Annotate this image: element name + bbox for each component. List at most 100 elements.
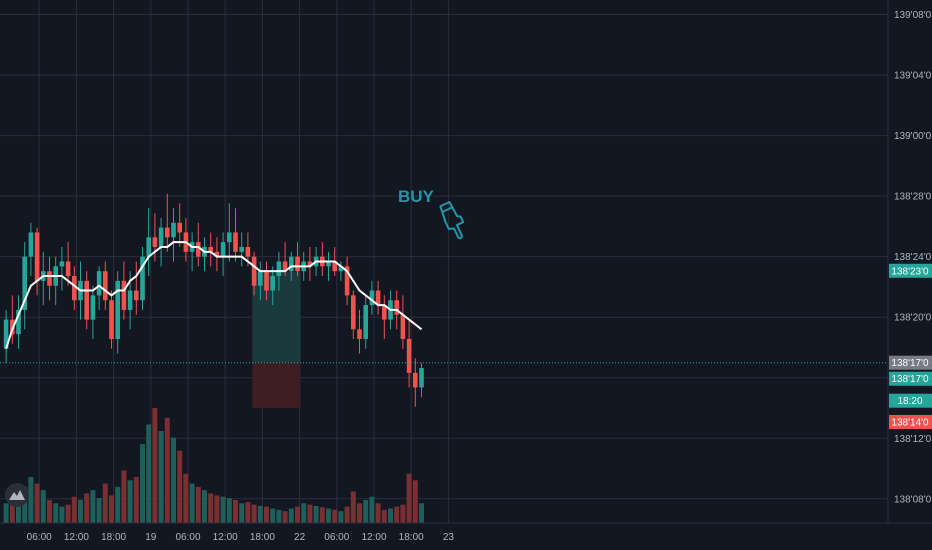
- candle-body: [344, 266, 350, 296]
- current-price-tag-text: 138'17'0: [891, 358, 929, 369]
- volume-bar: [369, 496, 375, 523]
- price-tick-label: 138'12'0: [894, 434, 932, 445]
- candle-body: [103, 271, 108, 301]
- volume-bar: [102, 483, 108, 523]
- candle-body: [419, 368, 424, 388]
- candle: [96, 266, 102, 310]
- volume-bar: [264, 506, 269, 523]
- candle-body: [326, 261, 331, 267]
- volume-bar: [363, 500, 369, 523]
- candle: [208, 232, 213, 267]
- candle: [344, 256, 350, 306]
- volume-bar: [189, 483, 195, 523]
- buy-annotation[interactable]: BUY: [398, 187, 469, 241]
- candle-body: [357, 329, 362, 339]
- candle-body: [220, 242, 226, 257]
- candle-body: [406, 338, 412, 373]
- candlestick-series: [3, 193, 424, 407]
- candle-body: [363, 305, 368, 339]
- volume-bar: [133, 477, 139, 523]
- volume-bar: [338, 511, 344, 523]
- volume-bar: [40, 490, 46, 523]
- candle-body: [214, 251, 220, 257]
- candle-body: [90, 295, 96, 320]
- candle-body: [109, 300, 114, 339]
- volume-bar: [239, 503, 245, 523]
- candle: [239, 232, 244, 267]
- candle: [233, 208, 238, 262]
- price-tick-label: 139'08'0: [894, 10, 932, 21]
- volume-bar: [332, 509, 338, 523]
- time-tick-label: 06:00: [27, 532, 52, 543]
- time-tick-label: 12:00: [213, 532, 238, 543]
- candle: [357, 309, 362, 354]
- candle-body: [351, 295, 356, 330]
- candle-body: [282, 261, 288, 272]
- candle-body: [382, 305, 387, 320]
- candle: [227, 203, 232, 262]
- candle-body: [3, 319, 9, 349]
- volume-bar: [146, 424, 152, 523]
- volume-bar: [47, 500, 52, 523]
- volume-bar: [350, 491, 356, 523]
- stop-price-tag-text: 138'14'0: [891, 417, 929, 428]
- buy-label: BUY: [398, 187, 435, 206]
- candle-body: [152, 237, 158, 247]
- candle: [375, 280, 381, 315]
- candle: [165, 193, 170, 252]
- candle: [3, 309, 9, 364]
- candle-body: [289, 256, 294, 272]
- candle: [382, 295, 387, 339]
- volume-bar: [9, 493, 15, 523]
- volume-bar: [270, 508, 276, 523]
- volume-bar: [388, 508, 393, 523]
- volume-bar: [233, 500, 238, 523]
- current-price-tag-bg: [889, 355, 932, 370]
- volume-bar: [357, 503, 362, 523]
- price-tick-label: 139'00'0: [894, 131, 932, 142]
- candle-body: [121, 280, 127, 310]
- volume-bar: [183, 473, 189, 523]
- volume-bar: [164, 417, 170, 523]
- volume-bar: [16, 496, 21, 523]
- candle: [158, 217, 164, 267]
- candle: [65, 242, 71, 286]
- candle-body: [171, 222, 176, 238]
- long-position-tool[interactable]: [252, 271, 301, 408]
- volume-bar: [406, 473, 412, 523]
- candle: [363, 295, 368, 349]
- candle-body: [413, 372, 418, 388]
- time-axis[interactable]: 06:00 12:00 18:00 19 06:00 12:00 18:00 22 06:00 1…: [27, 532, 455, 543]
- volume-bar: [59, 506, 65, 523]
- volume-bar: [220, 496, 226, 523]
- candle-body: [307, 261, 313, 267]
- candle-body: [295, 256, 300, 272]
- volume-bar: [394, 506, 400, 523]
- candle: [115, 271, 120, 354]
- volume-bar: [419, 503, 424, 523]
- volume-bar: [295, 506, 300, 523]
- candle-body: [158, 227, 164, 247]
- candle: [251, 251, 257, 296]
- candle: [413, 358, 418, 407]
- candle: [59, 246, 65, 291]
- target-price-tag-text: 138'23'0: [891, 266, 929, 277]
- candle: [351, 290, 356, 339]
- volume-bar: [3, 503, 9, 523]
- volume-bar: [245, 501, 251, 523]
- candle-body: [369, 290, 375, 306]
- candle-body: [165, 227, 170, 238]
- volume-bar: [71, 496, 77, 523]
- candle: [419, 363, 424, 398]
- last-price-tag-bg: [889, 371, 932, 386]
- volume-bar: [152, 408, 158, 523]
- candle-body: [65, 261, 71, 277]
- candle: [177, 203, 182, 247]
- logo-badge[interactable]: [5, 483, 29, 507]
- stop-loss-zone[interactable]: [252, 362, 301, 408]
- candle-body: [96, 271, 102, 296]
- candle: [90, 285, 96, 339]
- time-tick-label: 18:00: [399, 532, 424, 543]
- candle-body: [338, 266, 344, 272]
